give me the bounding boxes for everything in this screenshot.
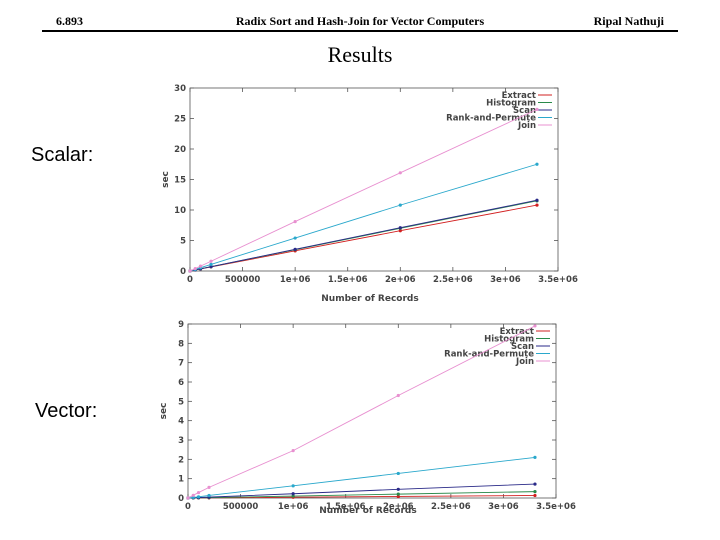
scalar-data-point bbox=[293, 236, 297, 240]
scalar-data-point bbox=[535, 203, 539, 207]
vector-x-tick-label: 1e+06 bbox=[278, 502, 309, 512]
vector-y-tick-label: 3 bbox=[178, 436, 184, 446]
vector-data-point bbox=[396, 492, 400, 496]
scalar-x-tick-label: 2.5e+06 bbox=[433, 275, 473, 285]
scalar-legend-label: Join bbox=[517, 121, 536, 131]
vector-data-point bbox=[396, 487, 400, 491]
vector-data-point bbox=[396, 471, 400, 476]
vector-y-tick-label: 0 bbox=[178, 494, 184, 504]
scalar-x-tick-label: 3.5e+06 bbox=[538, 275, 578, 285]
vector-data-point bbox=[186, 496, 190, 500]
scalar-chart: 0 500000 1e+06 1.5e+06 2e+06 2.5e+06 3e+06 3.5e… bbox=[161, 84, 578, 304]
vector-x-tick-label: 2.5e+06 bbox=[431, 502, 471, 512]
vector-x-tick-label: 500000 bbox=[223, 502, 259, 512]
scalar-data-point bbox=[293, 247, 297, 251]
vector-x-tick-label: 0 bbox=[185, 502, 191, 512]
scalar-data-point bbox=[209, 262, 213, 267]
scalar-y-tick-label: 0 bbox=[180, 267, 186, 277]
scalar-data-point bbox=[535, 198, 539, 202]
scalar-data-point bbox=[209, 265, 213, 269]
vector-x-axis-label: Number of Records bbox=[319, 506, 416, 516]
vector-data-point bbox=[396, 393, 400, 398]
vector-x-tick-label: 2e+06 bbox=[383, 502, 414, 512]
scalar-y-tick-label: 15 bbox=[174, 176, 186, 186]
vector-data-point bbox=[533, 482, 537, 486]
scalar-y-tick-label: 25 bbox=[174, 115, 186, 125]
scalar-series-line bbox=[189, 163, 538, 272]
header-title: Radix Sort and Hash-Join for Vector Comp… bbox=[235, 14, 485, 28]
scalar-legend-label: Histogram bbox=[486, 99, 536, 109]
scalar-y-tick-label: 10 bbox=[174, 206, 186, 216]
scalar-legend-label: Extract bbox=[502, 91, 536, 101]
vector-y-tick-label: 9 bbox=[178, 320, 184, 330]
vector-y-tick-label: 2 bbox=[178, 455, 184, 465]
scalar-x-tick-label: 0 bbox=[187, 275, 193, 285]
scalar-data-point bbox=[535, 107, 539, 111]
scalar-y-axis-label: sec bbox=[161, 171, 171, 188]
slide-title: Results bbox=[327, 42, 393, 67]
scalar-x-tick-label: 2e+06 bbox=[385, 275, 416, 285]
vector-data-point bbox=[396, 494, 400, 499]
vector-data-point bbox=[196, 495, 201, 499]
vector-y-tick-label: 1 bbox=[178, 475, 184, 485]
scalar-data-point bbox=[398, 226, 402, 230]
header-rule bbox=[42, 30, 678, 32]
header-author: Ripal Nathuji bbox=[593, 14, 664, 28]
vector-legend-label: Scan bbox=[511, 342, 534, 352]
scalar-x-axis-label: Number of Records bbox=[321, 294, 418, 304]
vector-chart: 0 500000 1e+06 1.5e+06 2e+06 2.5e+06 3e+06 3.5e… bbox=[159, 320, 576, 516]
scalar-series-line bbox=[189, 108, 538, 272]
vector-series-line bbox=[187, 456, 536, 499]
vector-data-point bbox=[291, 492, 295, 496]
vector-x-tick-label: 3.5e+06 bbox=[536, 502, 576, 512]
vector-x-tick-label: 3e+06 bbox=[488, 502, 519, 512]
vector-data-point bbox=[191, 493, 195, 497]
scalar-data-point bbox=[398, 203, 402, 207]
vector-y-tick-label: 7 bbox=[178, 359, 184, 369]
vector-y-tick-label: 4 bbox=[178, 417, 184, 427]
scalar-y-tick-label: 30 bbox=[174, 84, 186, 94]
scalar-data-point bbox=[535, 162, 539, 166]
vector-y-tick-label: 6 bbox=[178, 378, 184, 388]
vector-plot-frame bbox=[187, 323, 557, 499]
scalar-data-point bbox=[188, 269, 192, 273]
scalar-x-tick-label: 500000 bbox=[225, 275, 261, 285]
scalar-data-point bbox=[398, 229, 402, 233]
vector-data-point bbox=[291, 494, 295, 498]
scalar-x-tick-label: 3e+06 bbox=[490, 275, 521, 285]
vector-data-point bbox=[533, 455, 537, 459]
vector-y-tick-label: 5 bbox=[178, 397, 184, 407]
vector-data-point bbox=[207, 485, 211, 489]
scalar-data-point bbox=[293, 219, 297, 224]
scalar-legend-label: Scan bbox=[513, 106, 536, 116]
vector-label: Vector: bbox=[35, 400, 98, 422]
scalar-y-tick-label: 5 bbox=[180, 237, 186, 247]
scalar-y-tick-label: 20 bbox=[174, 145, 186, 155]
vector-data-point bbox=[533, 490, 537, 494]
scalar-data-point bbox=[198, 264, 203, 268]
vector-legend-label: Join bbox=[515, 357, 534, 367]
scalar-data-point bbox=[398, 171, 402, 175]
vector-legend-label: Extract bbox=[500, 327, 534, 337]
scalar-data-point bbox=[209, 259, 213, 263]
vector-data-point bbox=[196, 490, 201, 495]
scalar-x-tick-label: 1e+06 bbox=[280, 275, 311, 285]
vector-data-point bbox=[533, 324, 537, 328]
vector-y-tick-label: 8 bbox=[178, 339, 184, 349]
scalar-label: Scalar: bbox=[31, 144, 94, 166]
scalar-legend-label: Rank-and-Permute bbox=[446, 114, 536, 124]
vector-x-tick-label: 1.5e+06 bbox=[326, 502, 366, 512]
scalar-series-line bbox=[189, 199, 538, 272]
scalar-data-point bbox=[193, 266, 197, 271]
scalar-x-tick-label: 1.5e+06 bbox=[328, 275, 368, 285]
header-course-number: 6.893 bbox=[56, 14, 83, 28]
vector-data-point bbox=[291, 449, 295, 453]
vector-data-point bbox=[291, 484, 295, 488]
vector-y-axis-label: sec bbox=[159, 403, 169, 420]
scalar-series-line bbox=[189, 204, 538, 272]
vector-data-point bbox=[533, 493, 537, 498]
vector-data-point bbox=[207, 493, 211, 498]
vector-legend-label: Rank-and-Permute bbox=[444, 350, 534, 360]
